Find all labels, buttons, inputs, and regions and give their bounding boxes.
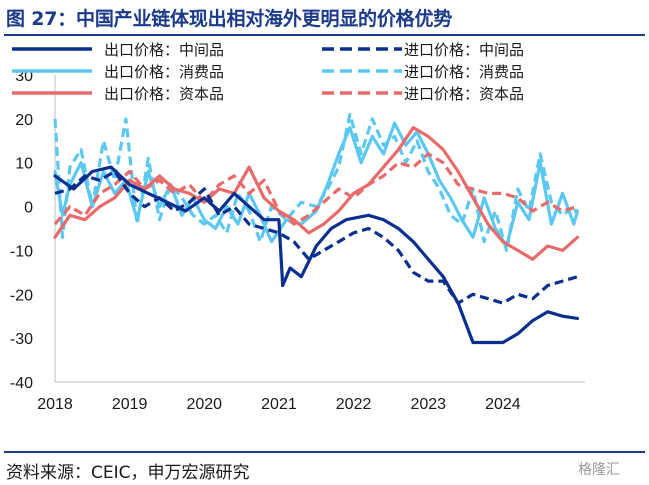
legend-label: 进口价格：消费品	[404, 63, 524, 81]
legend-label: 进口价格：中间品	[404, 41, 524, 59]
y-tick-label: -40	[10, 375, 33, 392]
x-tick-label: 2018	[37, 396, 73, 413]
source-rule	[4, 451, 645, 453]
x-tick-label: 2019	[112, 396, 148, 413]
source-note: 资料来源：CEIC，申万宏源研究	[6, 463, 250, 483]
y-tick-label: 20	[15, 112, 33, 129]
y-tick-label: -30	[10, 331, 33, 348]
title-rule	[4, 34, 645, 36]
series-lines	[53, 112, 580, 345]
y-tick-label: -10	[10, 243, 33, 260]
x-tick-labels: 2018 2019 2020 2021 2022 2023 2024	[37, 396, 521, 413]
series-line	[53, 112, 579, 252]
legend-label: 出口价格：中间品	[104, 41, 224, 59]
x-tick-label: 2021	[261, 396, 297, 413]
series-line	[53, 165, 580, 345]
series-line	[54, 169, 578, 305]
series-line	[53, 125, 580, 261]
y-tick-label: 0	[24, 200, 33, 217]
y-tick-label: -20	[10, 287, 33, 304]
legend-label: 进口价格：资本品	[404, 85, 524, 103]
y-tick-label: 10	[15, 156, 33, 173]
x-tick-label: 2024	[485, 396, 521, 413]
x-tick-label: 2023	[410, 396, 446, 413]
watermark: 格隆汇	[578, 462, 620, 478]
legend-label: 出口价格：资本品	[104, 85, 224, 103]
chart-title: 图 27：中国产业链体现出相对海外更明显的价格优势	[6, 8, 453, 30]
x-tick-label: 2022	[336, 396, 372, 413]
legend-label: 出口价格：消费品	[104, 63, 224, 81]
x-tick-label: 2020	[186, 396, 222, 413]
series-line	[53, 152, 578, 226]
